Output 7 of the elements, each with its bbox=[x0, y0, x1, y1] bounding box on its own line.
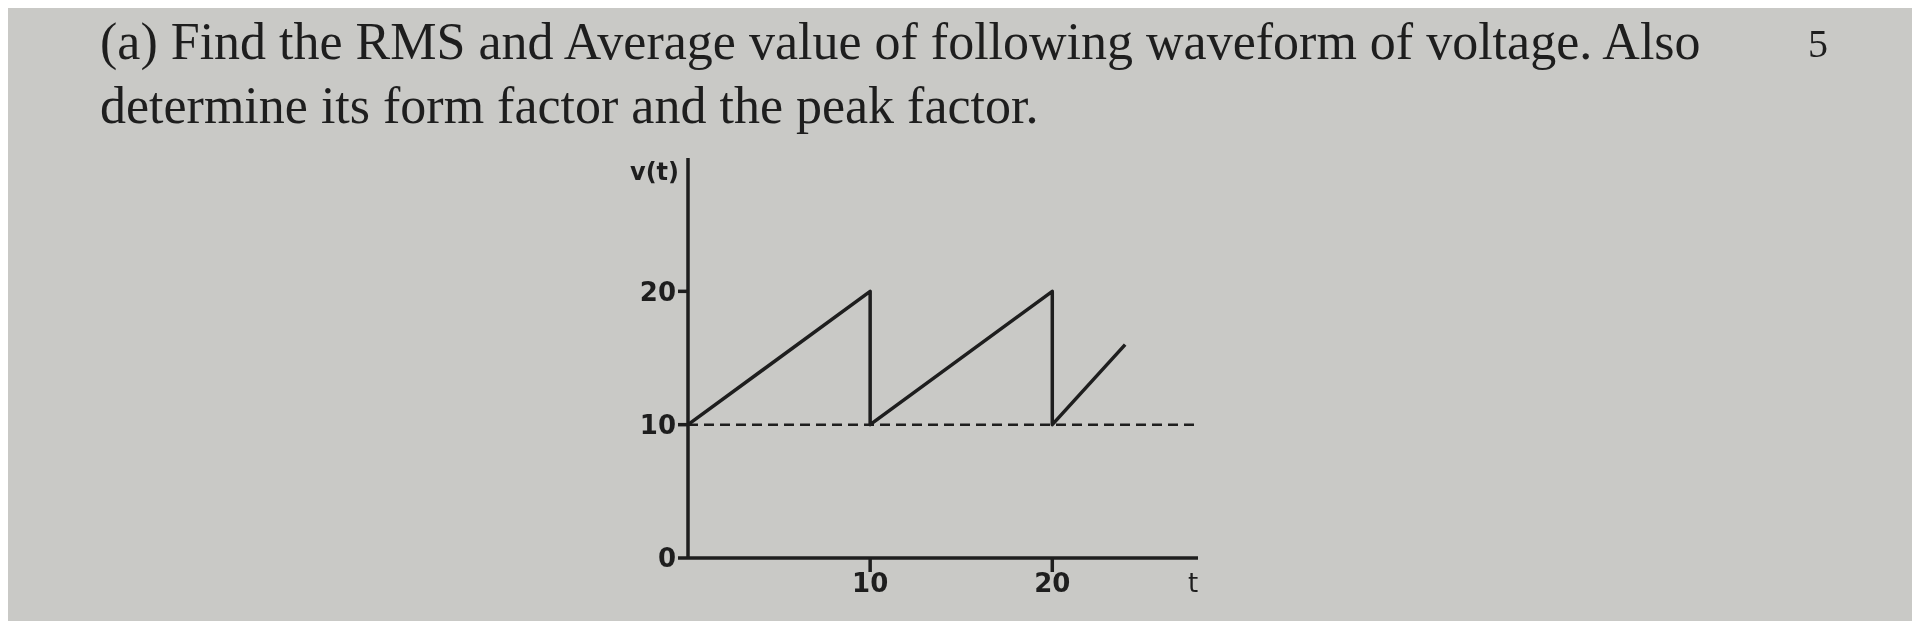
y-tick-label: 0 bbox=[657, 543, 676, 574]
y-tick-label: 10 bbox=[639, 409, 676, 440]
y-tick-label: 20 bbox=[639, 276, 676, 307]
x-axis-title: t bbox=[1188, 568, 1199, 598]
y-axis-title: v(t) bbox=[630, 158, 680, 186]
chart-title: (a) Find the RMS and Average value of following waveform of voltage. Also determine its form factor and the peak factor. bbox=[100, 12, 1702, 136]
text: 5 bbox=[1808, 20, 1828, 67]
